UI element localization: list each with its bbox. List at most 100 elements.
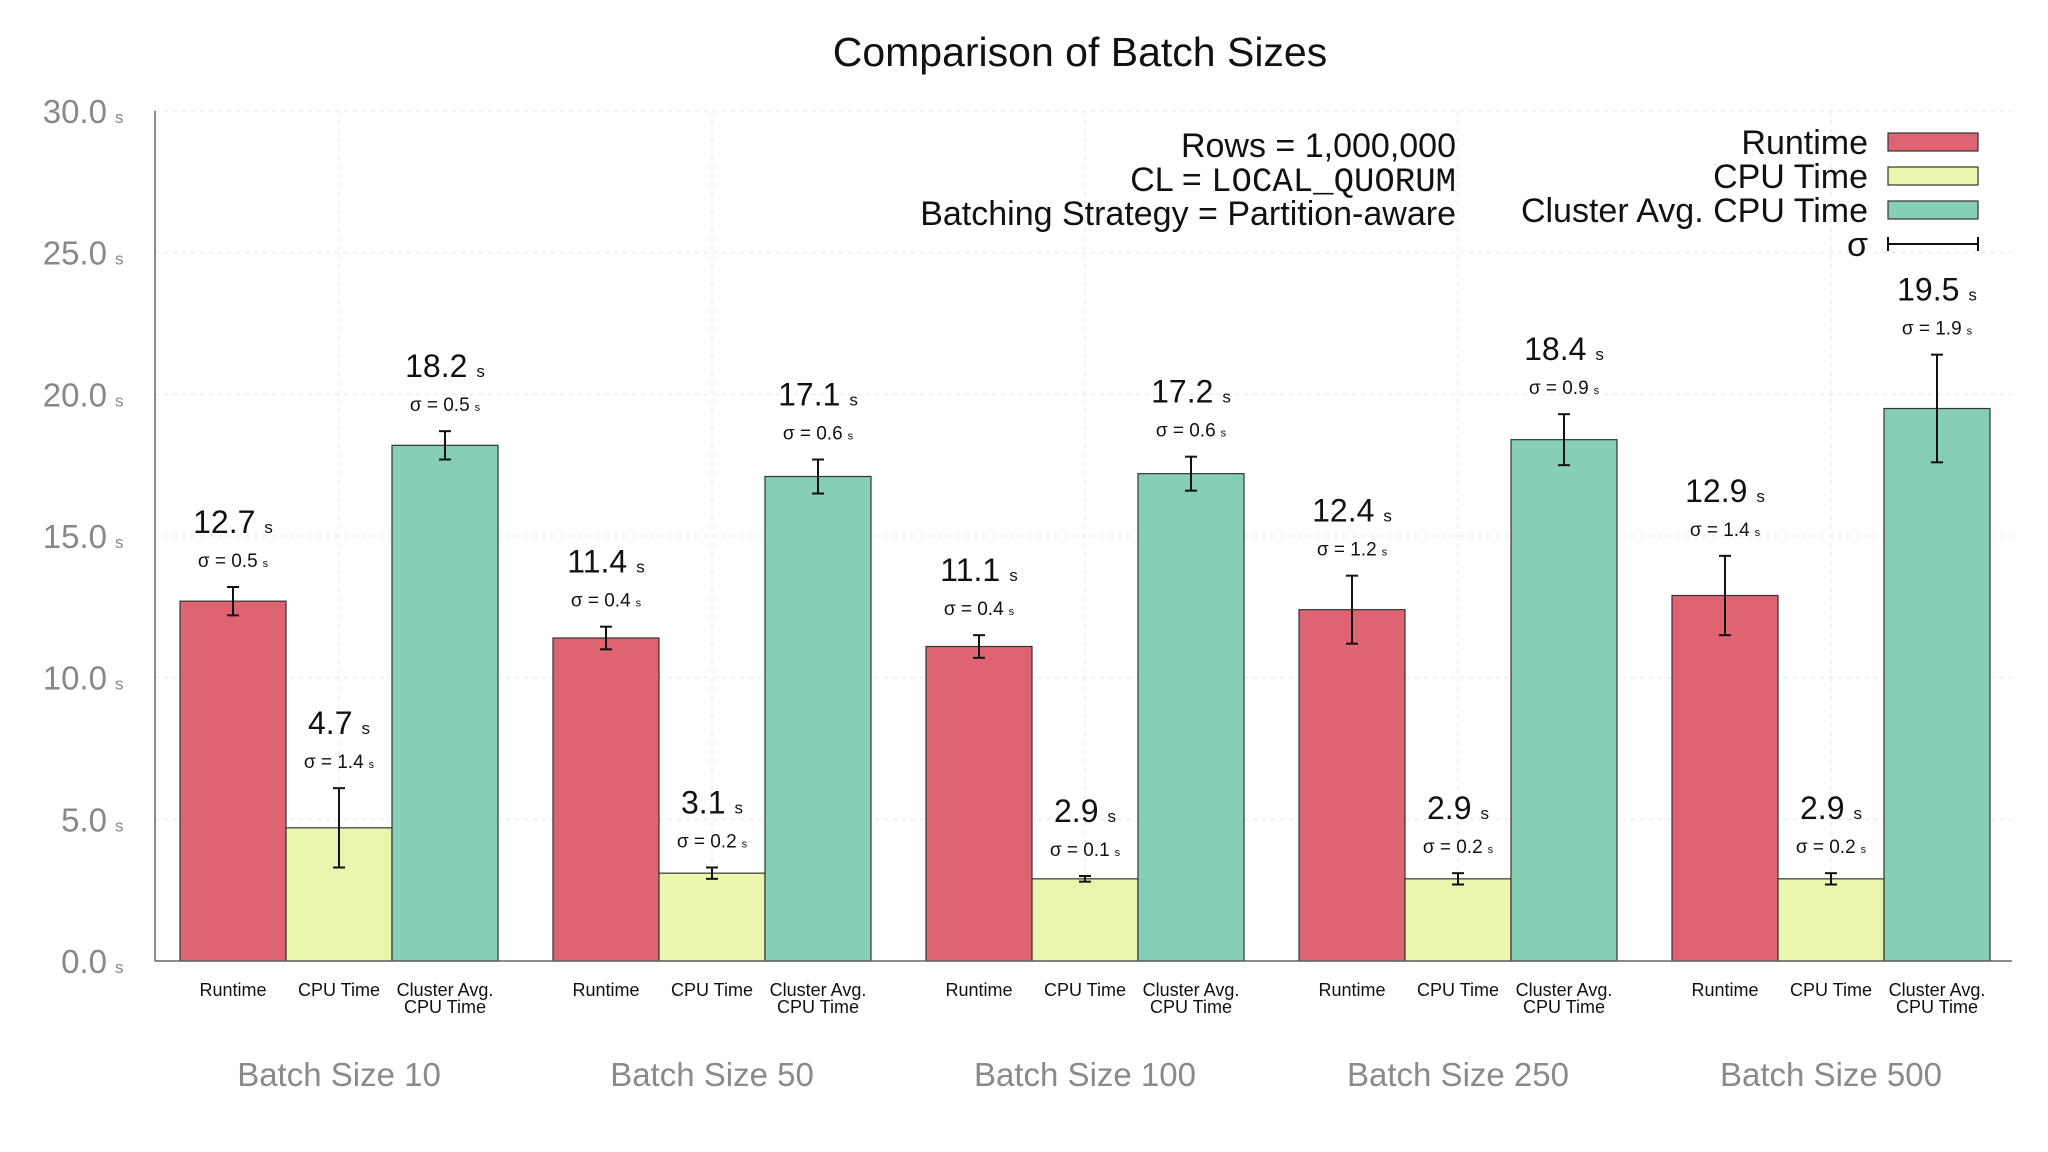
bar (1671, 594, 1779, 962)
bar-category-label: CPU Time (404, 997, 486, 1017)
y-tick-label: 10.0 (43, 660, 107, 697)
bar (1137, 473, 1245, 962)
group-label: Batch Size 250 (1347, 1056, 1569, 1093)
data-label: 18.2 s (405, 348, 485, 384)
bar (391, 444, 499, 962)
group-label: Batch Size 10 (237, 1056, 441, 1093)
sigma-label-unit: s (1115, 847, 1121, 859)
sigma-label: σ = 0.2 s (677, 832, 748, 853)
sigma-label-value: σ = 0.4 (944, 599, 1004, 620)
plot-area: 12.7 sσ = 0.5 s4.7 sσ = 1.4 s18.2 sσ = 0.5 s11… (179, 272, 1991, 962)
sigma-label-value: σ = 1.2 (1317, 540, 1377, 561)
y-tick-label: 0.0 (61, 943, 107, 980)
y-tick-label: 20.0 (43, 376, 107, 413)
y-tick-unit: s (115, 391, 124, 410)
y-tick-label: 25.0 (43, 235, 107, 272)
sigma-label-value: σ = 0.6 (1156, 421, 1216, 442)
data-label: 17.2 s (1151, 374, 1231, 410)
bar (1777, 878, 1885, 962)
sigma-label-unit: s (848, 431, 854, 443)
sigma-label: σ = 0.5 s (198, 551, 269, 572)
legend-swatch (1887, 166, 1979, 186)
sigma-label-unit: s (1009, 606, 1015, 618)
sigma-label: σ = 0.6 s (1156, 421, 1227, 442)
sigma-label: σ = 0.6 s (783, 424, 854, 445)
bar (925, 645, 1033, 962)
sigma-label-unit: s (1967, 326, 1973, 338)
data-label-unit: s (1853, 804, 1862, 823)
y-tick-unit: s (115, 108, 124, 127)
sigma-label: σ = 1.2 s (1317, 540, 1388, 561)
data-label-value: 2.9 (1800, 790, 1844, 826)
legend-swatch (1887, 200, 1979, 220)
bar-category-label: CPU Time (671, 980, 753, 1000)
sigma-label: σ = 0.9 s (1529, 378, 1600, 399)
x-axis: Runtime CPU Time Cluster Avg. CPU Time Batch… (155, 960, 2012, 1093)
group-label: Batch Size 100 (974, 1056, 1196, 1093)
data-label-value: 18.2 (405, 348, 467, 384)
data-label: 17.1 s (778, 377, 858, 413)
bar (1031, 878, 1139, 962)
data-label-value: 4.7 (308, 705, 352, 741)
legend-label: Cluster Avg. CPU Time (1521, 192, 1868, 230)
sigma-label-value: σ = 0.2 (677, 832, 737, 853)
data-label-unit: s (1595, 345, 1604, 364)
data-label-value: 19.5 (1897, 272, 1959, 308)
legend-label: CPU Time (1713, 158, 1868, 196)
data-label: 2.9 s (1800, 790, 1862, 826)
bar-category-label: Cluster Avg. (1143, 980, 1240, 1000)
sigma-label: σ = 1.4 s (304, 752, 375, 773)
sigma-label: σ = 1.9 s (1902, 319, 1973, 340)
data-label-unit: s (361, 719, 370, 738)
bar (658, 872, 766, 962)
sigma-label-value: σ = 0.2 (1796, 837, 1856, 858)
data-label-value: 17.1 (778, 377, 840, 413)
bar-category-label: CPU Time (1417, 980, 1499, 1000)
data-label-unit: s (1222, 388, 1231, 407)
data-label-unit: s (734, 799, 743, 818)
y-tick-unit: s (115, 533, 124, 552)
sigma-label-value: σ = 0.5 (198, 551, 258, 572)
annotation-text: LOCAL_QUORUM (1211, 164, 1456, 202)
bar-category-label: Cluster Avg. (1516, 980, 1613, 1000)
bar (179, 600, 287, 962)
sigma-label-unit: s (636, 598, 642, 610)
group-label: Batch Size 50 (610, 1056, 814, 1093)
sigma-label-value: σ = 0.5 (410, 395, 470, 416)
data-label: 19.5 s (1897, 272, 1977, 308)
bar-category-label: Runtime (1318, 980, 1385, 1000)
bar (1510, 439, 1618, 962)
chart-title: Comparison of Batch Sizes (833, 29, 1328, 75)
data-label: 3.1 s (681, 785, 743, 821)
data-label-unit: s (476, 362, 485, 381)
bar (764, 475, 872, 962)
bar-category-label: Cluster Avg. (770, 980, 867, 1000)
data-label-unit: s (636, 558, 645, 577)
sigma-label-unit: s (1488, 844, 1494, 856)
bar (552, 637, 660, 962)
y-tick-label: 30.0 (43, 93, 107, 130)
annotation-line: CL = LOCAL_QUORUM (1130, 161, 1456, 202)
bar-category-label: CPU Time (1790, 980, 1872, 1000)
data-label-value: 11.4 (567, 544, 627, 580)
y-tick-unit: s (115, 958, 124, 977)
data-label: 2.9 s (1427, 790, 1489, 826)
data-label-value: 2.9 (1054, 793, 1098, 829)
data-label-value: 12.7 (193, 504, 255, 540)
data-label-value: 12.4 (1312, 493, 1374, 529)
sigma-label-unit: s (742, 839, 748, 851)
sigma-label-value: σ = 0.6 (783, 424, 843, 445)
annotation-line: Batching Strategy = Partition-aware (920, 195, 1456, 233)
bar-category-label: CPU Time (298, 980, 380, 1000)
group-label: Batch Size 500 (1720, 1056, 1942, 1093)
sigma-label-unit: s (1594, 385, 1600, 397)
annotation-prefix: CL = (1130, 161, 1211, 199)
sigma-label: σ = 1.4 s (1690, 520, 1761, 541)
bar-category-label: Cluster Avg. (1889, 980, 1986, 1000)
annotation-line: Rows = 1,000,000 (1181, 127, 1456, 165)
bar (1883, 407, 1991, 962)
data-label-unit: s (1383, 507, 1392, 526)
bar-category-label: Runtime (572, 980, 639, 1000)
y-tick-label: 15.0 (43, 518, 107, 555)
